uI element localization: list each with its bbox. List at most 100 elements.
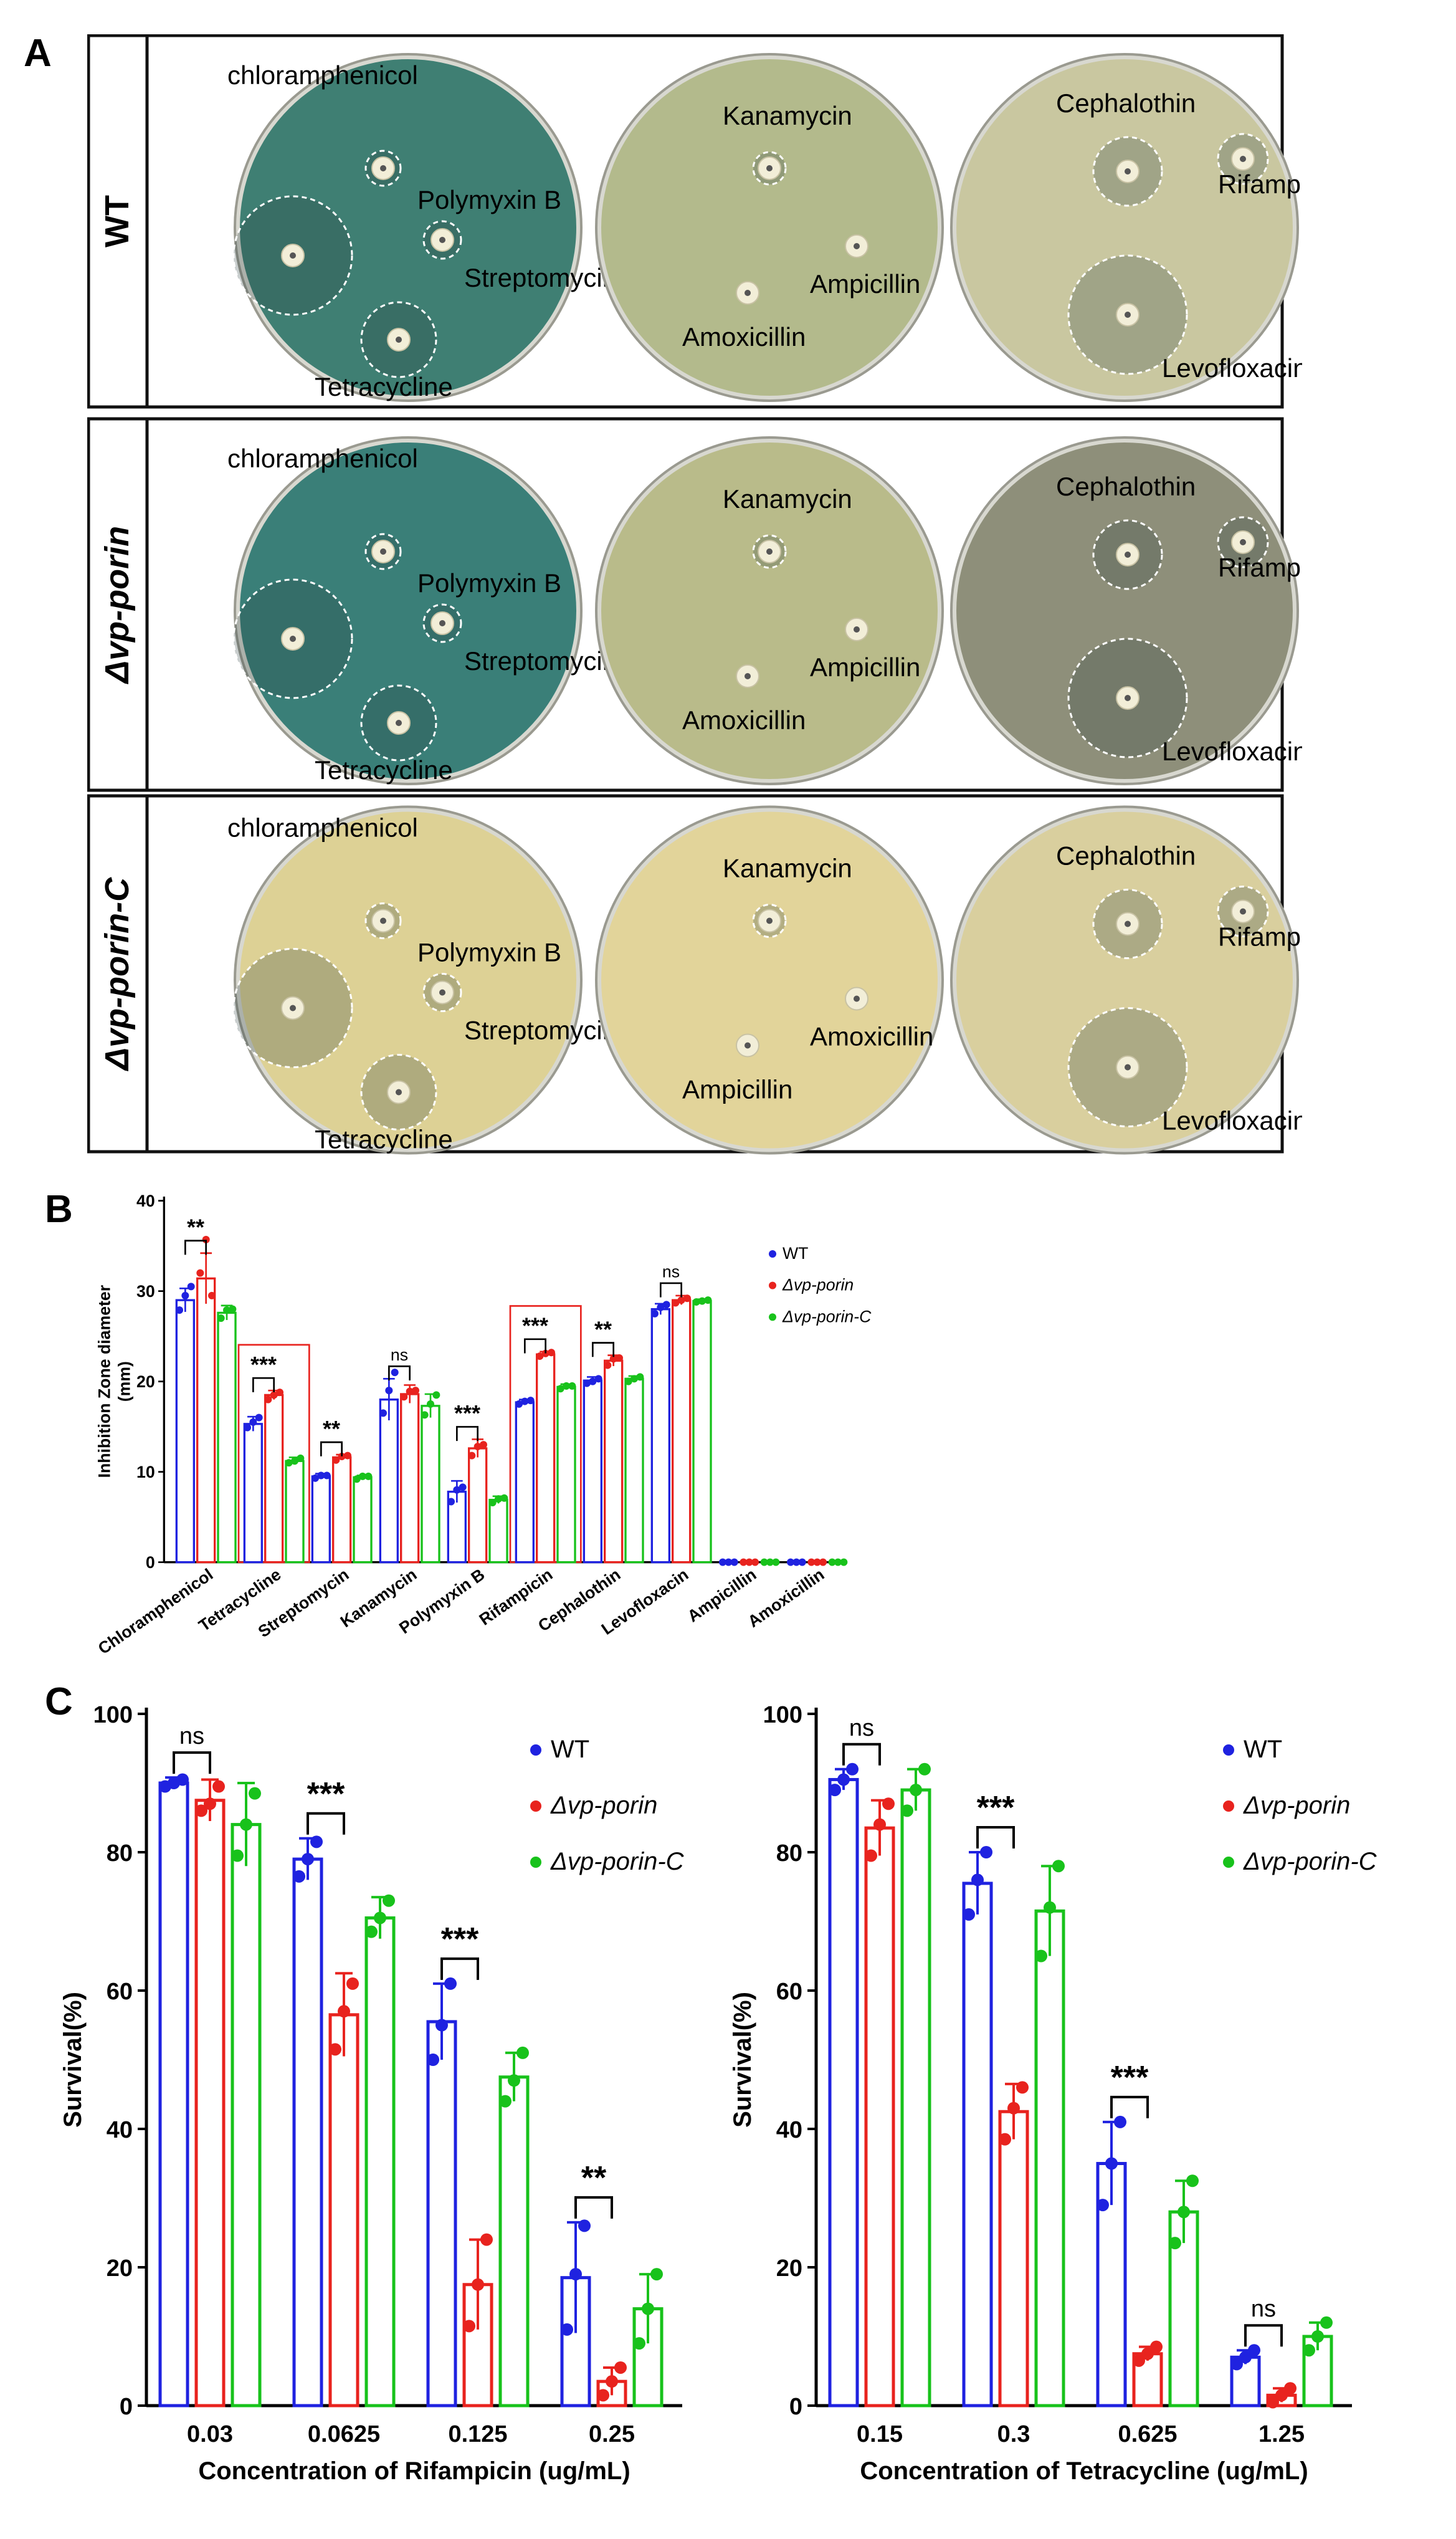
data-point: [338, 1453, 346, 1461]
plate-agar: [240, 811, 576, 1149]
disk-mark: [396, 337, 402, 343]
data-point: [772, 1558, 780, 1566]
legend-label-wt: WT: [783, 1244, 808, 1263]
data-point: [196, 1269, 204, 1277]
plate-label-chloramphenicol: chloramphenicol: [227, 813, 418, 843]
data-point: [427, 2054, 439, 2066]
data-point: [317, 1471, 325, 1480]
disk-mark: [766, 548, 773, 555]
plate-agar: [956, 59, 1293, 396]
inhibition-zone: [752, 151, 787, 186]
data-point: [568, 1382, 576, 1390]
inhibition-zone: [1067, 638, 1188, 758]
agar-plate: chloramphenicol Polymyxin B Streptomycin Te…: [227, 436, 617, 785]
disk-mark: [1125, 920, 1131, 927]
disk-mark: [1125, 168, 1131, 175]
data-point: [379, 1409, 387, 1417]
agar-plate: chloramphenicol Polymyxin B Streptomycin Te…: [227, 53, 617, 402]
x-tick-label-0-15: 0.15: [857, 2421, 903, 2447]
plate-row-vp-porin-c: Δvp-porin-C chloramphenicol Polymyxin B Str…: [87, 794, 1302, 1155]
y-tick-label: 0: [146, 1553, 155, 1572]
y-axis-label: Survival(%): [729, 1992, 756, 2128]
data-point: [463, 2320, 475, 2333]
disk-mark: [439, 989, 445, 996]
data-point: [453, 1486, 461, 1494]
data-point: [212, 1780, 225, 1793]
data-point: [873, 1818, 886, 1831]
significance-bracket: [307, 1812, 345, 1835]
inhibition-zone: [1067, 254, 1188, 375]
disk-mark: [1240, 908, 1246, 915]
disk-mark: [380, 548, 386, 555]
data-point: [249, 1787, 261, 1800]
legend-label-vp-porin: Δvp-porin: [1243, 1792, 1350, 1819]
inhibition-zone: [360, 1054, 437, 1131]
plate-label-streptomycin: Streptomycin: [464, 263, 617, 292]
data-point: [385, 1387, 393, 1395]
disk-mark: [290, 1005, 296, 1011]
inhibition-zone: [364, 533, 402, 570]
disk-mark: [854, 626, 860, 633]
data-point: [204, 1797, 216, 1810]
bar-vp-porin-tetracycline: [264, 1394, 284, 1564]
disk-mark: [380, 917, 386, 924]
disk-mark: [439, 620, 445, 626]
plate-agar: [956, 442, 1293, 779]
significance-label: ***: [441, 1921, 479, 1958]
plate-agar: [956, 811, 1293, 1149]
plate-label-levofloxacin: Levofloxacin: [1162, 1106, 1302, 1136]
data-point: [589, 1377, 597, 1385]
data-point: [1097, 2199, 1109, 2212]
bar-wt-cephalothin: [583, 1379, 602, 1564]
disk-mark: [1125, 552, 1131, 558]
bar-wt-0-15: [828, 1777, 859, 2408]
data-point: [829, 1784, 841, 1797]
significance-label: ns: [179, 1723, 204, 1749]
plate-row-wt: WT chloramphenicol Polymyxin B Streptomycin…: [87, 34, 1302, 409]
disk-mark: [854, 243, 860, 249]
plate-label-amoxicillin: Amoxicillin: [810, 1022, 933, 1051]
panel-b-inhibition-chart: 0 10 20 30 40 Inhibition Zone diameter(mm) Chl…: [95, 1192, 872, 1658]
disk-mark: [1125, 312, 1131, 318]
data-point: [636, 1373, 644, 1381]
disk-mark: [745, 673, 751, 679]
data-point: [488, 1498, 497, 1506]
data-point: [719, 1558, 726, 1566]
inhibition-zone: [1217, 886, 1269, 937]
data-point: [255, 1413, 263, 1422]
data-point: [444, 1977, 457, 1990]
significance-bracket: [660, 1282, 682, 1298]
y-tick-label: 10: [136, 1463, 155, 1481]
data-point: [971, 1873, 984, 1886]
plate-label-kanamycin: Kanamycin: [723, 484, 852, 514]
disk-mark: [766, 165, 773, 171]
data-point: [1178, 2206, 1190, 2219]
bar-vp-porin-c-0-0625: [364, 1916, 396, 2408]
plate-label-cephalothin: Cephalothin: [1056, 472, 1196, 501]
inhibition-zone: [1217, 516, 1269, 568]
y-axis-label-line: Survival(%): [59, 1992, 87, 2128]
disk-mark: [439, 237, 445, 243]
data-point: [578, 2219, 591, 2232]
data-point: [499, 2095, 512, 2108]
bar-wt-streptomycin: [311, 1475, 331, 1564]
data-point: [657, 1303, 665, 1311]
data-point: [910, 1784, 922, 1797]
bar-vp-porin-0-0625: [328, 2013, 359, 2408]
data-point: [1230, 2358, 1243, 2371]
data-point: [208, 1291, 216, 1299]
significance-bracket: [252, 1377, 275, 1392]
data-point: [1150, 2340, 1163, 2353]
data-point: [963, 1908, 975, 1921]
data-point: [692, 1298, 700, 1306]
panel-a-plate-grid: WT chloramphenicol Polymyxin B Streptomycin…: [87, 34, 1302, 1155]
data-point: [672, 1299, 680, 1307]
data-point: [195, 1804, 207, 1817]
data-point: [480, 2233, 493, 2246]
bar-vp-porin-0-3: [998, 2110, 1029, 2408]
data-point: [901, 1804, 913, 1817]
bar-wt-0-3: [962, 1882, 993, 2408]
data-point: [1052, 1860, 1065, 1873]
significance-label: **: [594, 1316, 612, 1342]
